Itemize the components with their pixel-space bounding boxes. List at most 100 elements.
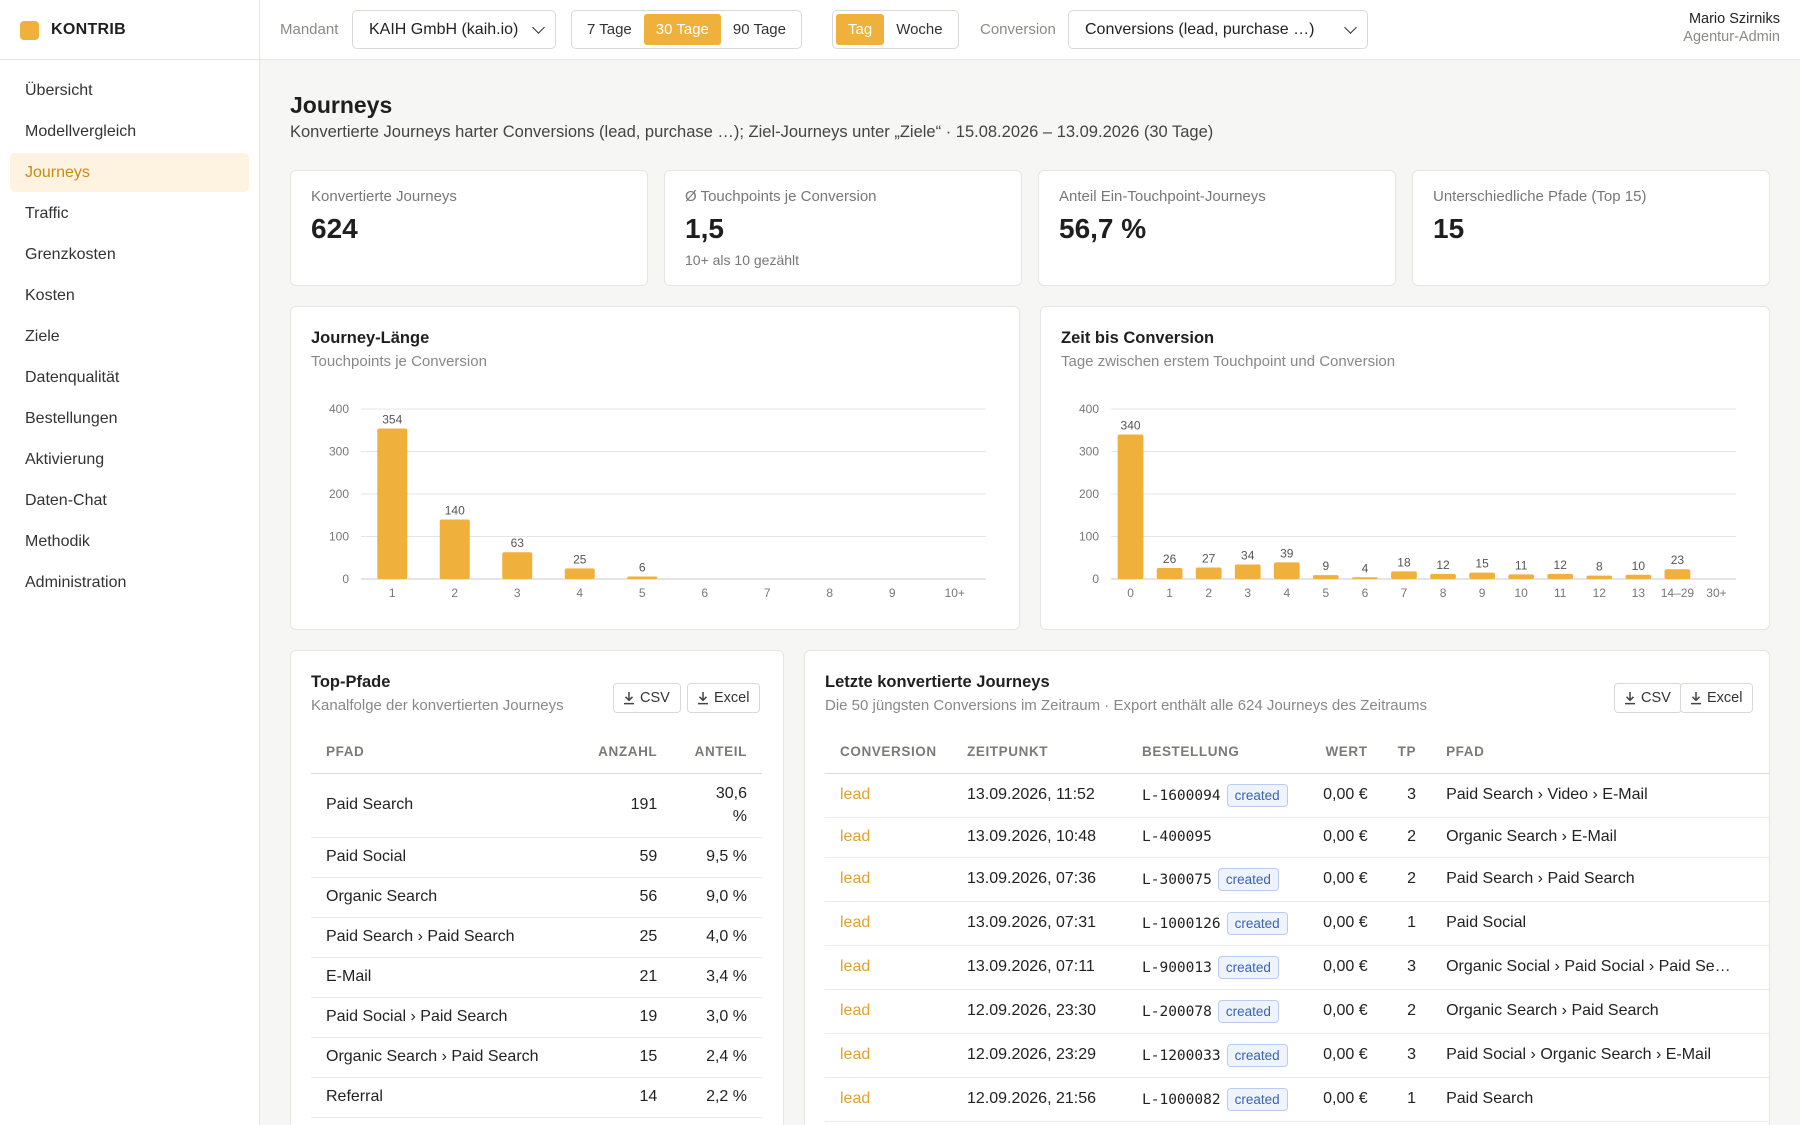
brand[interactable]: KONTRIB [0,0,260,60]
column-header-tp[interactable]: TP [1382,731,1432,774]
status-badge: created [1226,1043,1288,1067]
chart-bar [1117,434,1144,579]
sidebar-item-aktivierung[interactable]: Aktivierung [25,450,105,468]
time-cell: 13.09.2026, 11:52 [952,773,1127,818]
sidebar-item-administration[interactable]: Administration [25,573,127,591]
order-cell: L-1600094 created [1127,773,1303,818]
download-icon [1624,691,1636,705]
column-header-zeitpunkt[interactable]: ZEITPUNKT [952,731,1127,774]
table-row[interactable]: lead 12.09.2026, 23:30 L-200078 created 0… [825,989,1769,1034]
table-row[interactable]: lead 13.09.2026, 07:31 L-1000126 created … [825,901,1769,946]
chart-title: Journey-Länge [311,329,430,347]
conversion-link[interactable]: lead [825,857,952,902]
time-cell: 12.09.2026, 23:30 [952,989,1127,1034]
path-cell: Organic Search › Paid Search [311,1037,576,1078]
sidebar-item-journeys[interactable]: Journeys [10,153,249,192]
column-header-pfad[interactable]: PFAD [1431,731,1769,774]
bar-data-label: 140 [445,504,465,518]
path-cell: Organic Search [311,877,576,918]
chart-bar [564,568,595,579]
excel-export-button[interactable]: Excel [1680,683,1754,713]
conversion-link[interactable]: lead [825,773,952,818]
sidebar-item-traffic[interactable]: Traffic [25,204,69,222]
mandant-select-value: KAIH GmbH (kaih.io) [369,20,519,38]
table-row[interactable]: lead 13.09.2026, 11:52 L-1600094 created … [825,773,1769,818]
table-row[interactable]: Paid Social › Paid Search 19 3,0 % [311,997,762,1038]
column-header-bestellung[interactable]: BESTELLUNG [1127,731,1303,774]
order-id: L-1200033 [1142,1047,1221,1064]
table-row[interactable]: lead 13.09.2026, 07:11 L-900013 created 0… [825,945,1769,990]
table-row[interactable]: Referral 14 2,2 % [311,1077,762,1118]
table-row[interactable]: E-Mail 21 3,4 % [311,957,762,998]
mandant-select[interactable]: KAIH GmbH (kaih.io) [352,10,556,49]
table-row[interactable]: lead 13.09.2026, 10:48 L-400095 0,00 € 2… [825,817,1769,858]
kpi-label: Ø Touchpoints je Conversion [685,188,877,205]
range-option-30-tage[interactable]: 30 Tage [643,14,721,45]
sidebar-item-datenqualitaet[interactable]: Datenqualität [25,368,120,386]
conversion-link[interactable]: lead [825,945,952,990]
conversion-link[interactable]: lead [825,989,952,1034]
chevron-down-icon [532,21,545,34]
table-row[interactable]: lead 13.09.2026, 07:36 L-300075 created 0… [825,857,1769,902]
status-badge: created [1226,1087,1288,1111]
order-cell: L-900013 created [1127,945,1303,990]
range-option-7-tage[interactable]: 7 Tage [587,21,632,38]
conversion-link[interactable]: lead [825,901,952,946]
chart-bar [377,428,408,579]
chart-bar [1156,567,1183,579]
status-badge: created [1226,783,1288,807]
x-tick-label: 5 [639,586,646,600]
path-cell: Paid Social [1431,901,1769,946]
order-cell: L-1200033 created [1127,1033,1303,1078]
x-tick-label: 1 [389,586,396,600]
sidebar-item-bestellungen[interactable]: Bestellungen [25,409,118,427]
table-row[interactable]: Paid Social 59 9,5 % [311,837,762,878]
sidebar-item-grenzkosten[interactable]: Grenzkosten [25,245,116,263]
count-cell: 191 [575,773,673,838]
table-row[interactable]: Organic Search › Paid Search 15 2,4 % [311,1037,762,1078]
x-tick-label: 4 [1283,586,1290,600]
path-cell: Organic Search › E-Mail [1431,817,1769,858]
sidebar-item-daten-chat[interactable]: Daten-Chat [25,491,107,509]
top-paths-title: Top-Pfade [311,673,391,691]
granularity-option-woche[interactable]: Woche [896,21,943,38]
user-menu[interactable]: Mario Szirniks Agentur-Admin [1683,11,1780,45]
sidebar-item-uebersicht[interactable]: Übersicht [25,81,93,99]
conversion-link[interactable]: lead [825,817,952,858]
tp-cell: 3 [1382,773,1432,818]
chart-bar [1547,573,1574,579]
share-cell: 9,0 % [672,877,762,918]
column-header-anteil[interactable]: ANTEIL [672,731,762,774]
conversion-select[interactable]: Conversions (lead, purchase …) [1068,10,1368,49]
sidebar-item-modellvergleich[interactable]: Modellvergleich [25,122,137,140]
column-header-pfad[interactable]: PFAD [311,731,576,774]
status-badge: created [1226,911,1288,935]
excel-export-label: Excel [1707,690,1743,706]
table-row[interactable]: Paid Search 191 30,6% [311,773,762,838]
column-header-anzahl[interactable]: ANZAHL [575,731,673,774]
page-subtitle: Konvertierte Journeys harter Conversions… [290,123,1214,141]
conversion-link[interactable]: lead [825,1077,952,1122]
range-option-90-tage[interactable]: 90 Tage [732,21,786,38]
table-row[interactable]: Organic Search 56 9,0 % [311,877,762,918]
bar-data-label: 39 [1280,546,1294,560]
sidebar-item-methodik[interactable]: Methodik [25,532,90,550]
conversion-select-value: Conversions (lead, purchase …) [1085,20,1315,38]
table-row[interactable]: Paid Search › Paid Search 25 4,0 % [311,917,762,958]
value-cell: 0,00 € [1302,1033,1383,1078]
conversion-link[interactable]: lead [825,1033,952,1078]
order-id: L-200078 [1142,1003,1212,1020]
x-tick-label: 12 [1593,586,1607,600]
table-row[interactable]: lead 12.09.2026, 23:29 L-1200033 created … [825,1033,1769,1078]
sidebar-item-ziele[interactable]: Ziele [25,327,60,345]
csv-export-button[interactable]: CSV [1614,683,1682,713]
excel-export-button[interactable]: Excel [687,683,761,713]
journey-length-chart: 0 100 200 300 400 354 1 140 2 63 3 25 4 6 5 6 7 8 9 10+ [329,402,986,600]
column-header-conversion[interactable]: CONVERSION [825,731,952,774]
csv-export-button[interactable]: CSV [613,683,681,713]
column-header-wert[interactable]: WERT [1302,731,1383,774]
table-row[interactable]: lead 12.09.2026, 21:56 L-1000082 created … [825,1077,1769,1122]
sidebar-item-kosten[interactable]: Kosten [25,286,75,304]
granularity-option-tag[interactable]: Tag [836,14,885,45]
